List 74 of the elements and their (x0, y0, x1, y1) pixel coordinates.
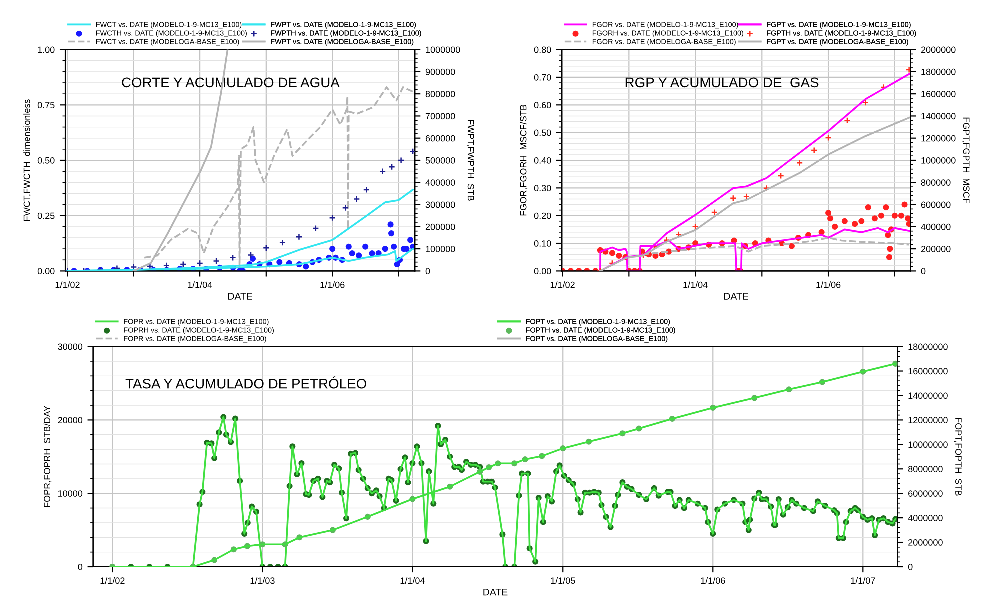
y2-tick-label: 400000 (426, 180, 456, 186)
y2-tick-label: 1200000 (922, 135, 956, 142)
y-tick-label: 20000 (58, 417, 83, 424)
y2-tick-label: 10000000 (908, 442, 948, 448)
y2-axis-title: FOPT,FOPTH STB (954, 418, 962, 496)
y-tick-label: 0.60 (534, 102, 552, 109)
y-tick-label: 0.25 (38, 212, 55, 220)
y2-tick-label: 700000 (426, 113, 456, 120)
y-tick-label: 0.00 (38, 268, 55, 275)
y2-tick-label: 300000 (426, 202, 456, 208)
y2-tick-label: 800000 (426, 91, 456, 98)
y-tick-label: 1.00 (38, 46, 55, 54)
y-tick-label: 0.80 (534, 46, 552, 54)
y2-tick-label: 16000000 (908, 368, 948, 375)
y-tick-label: 10000 (58, 490, 83, 497)
x-tick-label: 1/1/03 (250, 577, 275, 584)
y2-tick-label: 0 (426, 268, 430, 275)
text: RGP Y ACUMULADO DE GAS (626, 78, 819, 88)
x-tick-label: 1/1/02 (100, 577, 125, 584)
y2-tick-label: 4000000 (908, 515, 943, 522)
x-axis-title: DATE (724, 293, 748, 300)
y2-tick-label: 18000000 (908, 344, 948, 350)
y2-tick-label: 200000 (921, 246, 951, 252)
y2-tick-label: 1400000 (922, 113, 956, 120)
y2-tick-label: 600000 (426, 135, 456, 142)
x-axis-title: DATE (228, 293, 252, 300)
y-axis-title: FWCT,FWCTH dimensionless (24, 100, 32, 221)
x-tick-label: 1/1/04 (188, 282, 212, 288)
x-tick-label: 1/1/04 (684, 282, 708, 288)
x-tick-label: 1/1/06 (816, 282, 841, 288)
y2-tick-label: 8000000 (908, 466, 943, 472)
y2-tick-label: 500000 (426, 157, 456, 164)
y-tick-label: 0.30 (534, 185, 552, 192)
y-axis-title: FOPR,FOPRH STB/DAY (44, 406, 52, 508)
y2-tick-label: 100000 (426, 246, 456, 252)
x-tick-label: 1/1/07 (851, 577, 876, 584)
x-tick-label: 1/1/05 (551, 577, 576, 584)
y2-axis-title: FGPT,FGPTH MSCF (962, 118, 970, 204)
y2-tick-label: 200000 (426, 224, 456, 230)
y-tick-label: 0.40 (534, 157, 552, 164)
x-tick-label: 1/1/02 (550, 282, 575, 288)
y2-tick-label: 0 (921, 268, 926, 275)
x-axis-title: DATE (484, 588, 508, 596)
y-tick-label: 0.50 (38, 157, 55, 164)
y2-tick-label: 600000 (921, 202, 951, 208)
y2-tick-label: 1800000 (922, 68, 956, 76)
y2-tick-label: 1000000 (426, 46, 460, 54)
y-tick-label: 0.50 (534, 130, 552, 136)
y-tick-label: 0.70 (534, 74, 552, 81)
y2-tick-label: 12000000 (908, 417, 948, 424)
x-tick-label: 1/1/04 (400, 577, 425, 584)
y-tick-label: 0.75 (38, 102, 55, 109)
y-tick-label: 0.00 (534, 268, 552, 275)
y-tick-label: 0.10 (534, 240, 552, 247)
y-axis-title: FGOR,FGORH MSCF/STB (520, 105, 528, 216)
y2-tick-label: 1000000 (922, 157, 956, 164)
x-tick-label: 1/1/06 (701, 577, 726, 584)
text: CORTE Y ACUMULADO DE AGUA (122, 78, 340, 88)
y2-tick-label: 14000000 (908, 392, 948, 400)
y2-tick-label: 800000 (921, 180, 951, 186)
y2-tick-label: 1600000 (922, 91, 956, 98)
y2-tick-label: 6000000 (908, 490, 943, 497)
y2-axis-title: FWPT,FWPTH STB (466, 120, 474, 201)
y-tick-label: 0.20 (534, 212, 552, 220)
y2-tick-label: 2000000 (921, 46, 956, 54)
y-tick-label: 0 (78, 564, 83, 570)
y2-tick-label: 2000000 (908, 540, 943, 546)
x-tick-label: 1/1/06 (320, 282, 345, 288)
y2-tick-label: 900000 (426, 68, 456, 76)
y2-tick-label: 0 (908, 564, 913, 570)
text: TASA Y ACUMULADO DE PETRÓLEO (126, 376, 366, 389)
x-tick-label: 1/1/02 (56, 282, 80, 288)
y-tick-label: 30000 (58, 344, 83, 350)
y2-tick-label: 400000 (921, 224, 951, 230)
